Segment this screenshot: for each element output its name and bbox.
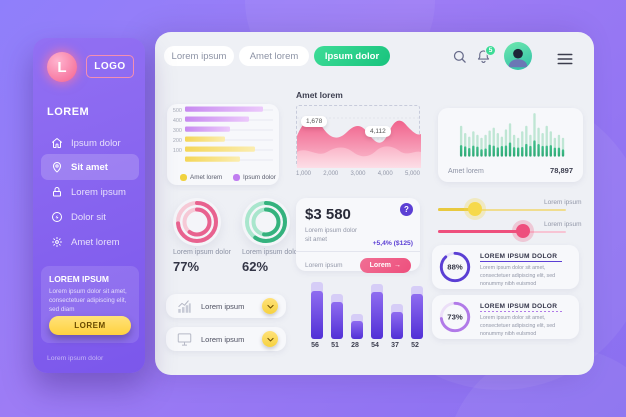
- svg-text:73%: 73%: [447, 313, 463, 322]
- svg-text:88%: 88%: [447, 263, 463, 272]
- svg-text:400: 400: [173, 118, 182, 124]
- svg-text:300: 300: [173, 128, 182, 134]
- svg-text:100: 100: [173, 148, 182, 154]
- svg-text:200: 200: [173, 138, 182, 144]
- svg-text:500: 500: [173, 108, 182, 114]
